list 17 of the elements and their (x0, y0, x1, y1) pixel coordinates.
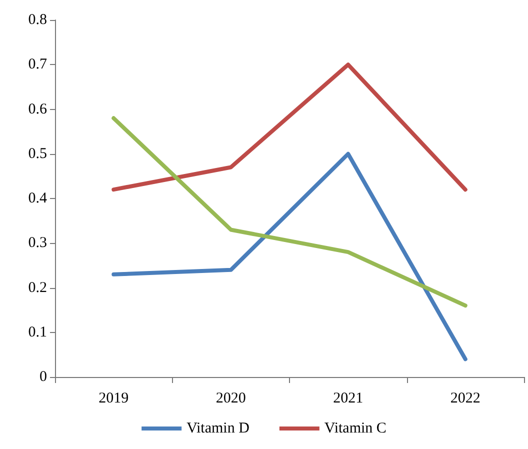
y-tick-label: 0 (40, 369, 47, 385)
y-tick-label: 0.6 (28, 101, 48, 118)
x-tick-label: 2022 (450, 390, 480, 406)
y-tick-label: 0.1 (28, 324, 47, 340)
line-series (112, 152, 468, 362)
x-tick-label: 2021 (333, 390, 364, 406)
y-tick-label: 0.8 (28, 12, 47, 28)
y-tick-label: 0.4 (28, 190, 48, 206)
y-tick-label: 0.5 (28, 146, 47, 162)
x-tick-label: 2020 (216, 390, 246, 406)
y-tick-label: 0.7 (28, 56, 48, 73)
x-tick-label: 2019 (98, 390, 129, 406)
line-series (112, 116, 468, 308)
y-tick-label: 0.3 (28, 235, 47, 252)
legend-label: Vitamin D (186, 420, 250, 436)
legend-label: Vitamin C (324, 420, 386, 436)
y-tick-label: 0.2 (28, 280, 47, 296)
